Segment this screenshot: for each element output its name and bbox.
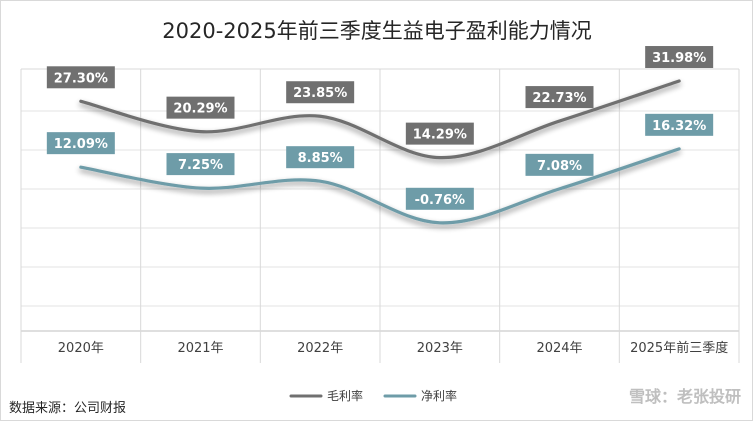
data-label-text: 23.85% [293, 86, 347, 101]
data-labels: 27.30% 20.29% 23.85% 14.29% 22.73% 31.98% 12.0… [46, 46, 714, 210]
data-label: 7.25% [166, 153, 235, 176]
x-tick-label: 2025年前三季度 [630, 340, 728, 356]
data-label: 20.29% [166, 96, 235, 119]
data-label-box [645, 46, 714, 69]
data-label-box [405, 187, 474, 210]
series-line-2 [79, 147, 681, 225]
x-tick-label: 2022年 [297, 341, 343, 356]
data-label-text: 22.73% [532, 91, 586, 106]
data-label: 12.09% [46, 132, 115, 155]
series-line-1 [79, 79, 681, 160]
data-label-box [46, 132, 115, 155]
data-label: 31.98% [645, 46, 714, 69]
data-label-text: 16.32% [652, 119, 706, 134]
data-label-box [286, 81, 355, 104]
data-label-text: 14.29% [413, 128, 467, 143]
legend: 毛利率 净利率 [289, 388, 457, 403]
data-label: 22.73% [525, 86, 594, 109]
data-label-box [525, 86, 594, 109]
x-tick-label: 2023年 [417, 341, 463, 356]
data-label-box [166, 96, 235, 119]
data-label-text: 7.25% [178, 158, 223, 173]
x-tick-label: 2024年 [536, 341, 582, 356]
data-label: 8.85% [286, 146, 355, 169]
data-label-text: 20.29% [173, 102, 227, 117]
x-tick-label: 2021年 [177, 341, 223, 356]
data-label-box [525, 153, 594, 176]
data-label-box [166, 153, 235, 176]
data-label-text: 31.98% [652, 51, 706, 66]
data-label-text: 8.85% [298, 151, 343, 166]
data-label-box [645, 113, 714, 136]
data-label-box [405, 122, 474, 145]
data-label: 14.29% [405, 122, 474, 145]
data-label-text: 27.30% [54, 71, 108, 86]
grid [20, 68, 740, 363]
data-label: 27.30% [46, 66, 115, 89]
data-label: 23.85% [286, 81, 355, 104]
data-label: 16.32% [645, 113, 714, 136]
x-axis-labels: 2020年 2021年 2022年 2023年 2024年 2025年前三季度 [58, 340, 728, 356]
series-lines [79, 79, 681, 225]
data-label: 7.08% [525, 153, 594, 176]
legend-label: 净利率 [421, 388, 457, 403]
data-label-text: 7.08% [537, 159, 582, 174]
legend-label: 毛利率 [327, 388, 363, 403]
data-label-text: 12.09% [54, 137, 108, 152]
chart-title: 2020-2025年前三季度生益电子盈利能力情况 [162, 19, 591, 43]
data-label: -0.76% [405, 187, 474, 210]
data-label-text: -0.76% [415, 193, 466, 208]
data-label-box [46, 66, 115, 89]
source-note: 数据来源：公司财报 [9, 401, 126, 416]
watermark: 雪球：老张投研 [629, 387, 741, 406]
x-tick-label: 2020年 [58, 341, 104, 356]
data-label-box [286, 146, 355, 169]
